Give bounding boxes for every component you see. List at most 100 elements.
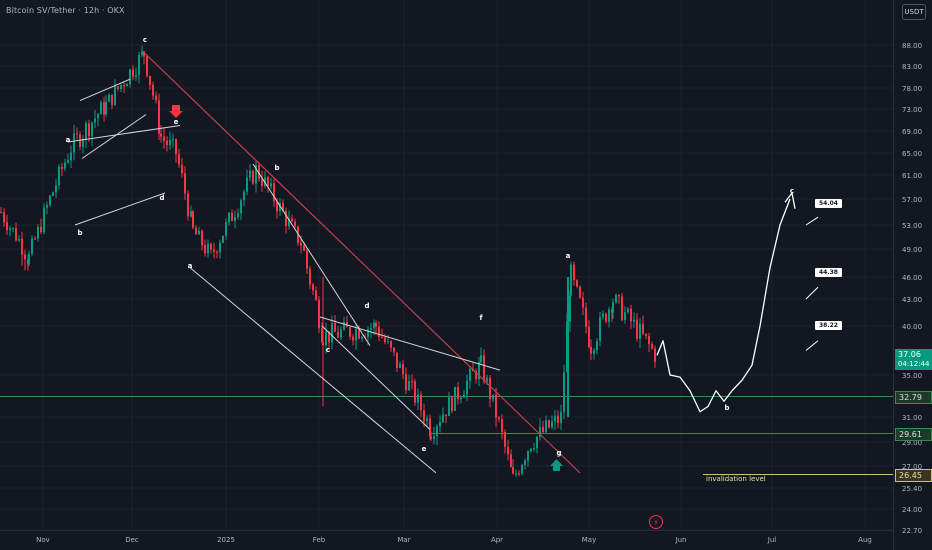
candle [49,194,51,208]
channel-upper-line[interactable] [252,163,371,346]
candle [9,225,11,237]
candle [370,323,372,339]
candle [436,423,438,446]
candle [52,191,54,197]
x-tick-label: Mar [397,536,410,544]
candle [158,93,160,141]
candle [70,145,72,168]
projection-pointer [805,216,819,226]
candle [225,218,227,241]
candle [480,347,482,365]
candle [21,231,23,266]
candle [306,248,308,274]
candle [557,410,559,429]
candle [381,328,383,339]
candle [61,162,63,177]
candle [417,388,419,410]
candle [429,414,431,441]
candle [420,391,422,417]
wave-label: b [274,164,279,172]
candle [129,68,131,88]
triangle-lower-line[interactable] [321,325,431,430]
candle [331,315,333,350]
y-tick-label: 40.00 [902,323,922,331]
candle [222,235,224,244]
candle [267,176,269,193]
wave-label: f [479,314,483,322]
candle [270,178,272,190]
candle [228,211,230,226]
currency-button[interactable]: USDT [902,4,926,20]
candle [396,352,398,373]
candle [533,442,535,452]
countdown-tag: 04:12:44 [895,359,932,370]
candle [325,322,327,354]
descending-trendline[interactable] [144,52,581,474]
lightning-icon[interactable]: ⚡︎ [649,515,663,529]
wave-label: c [790,187,794,195]
candle [204,239,206,257]
candle [0,206,2,214]
candle [539,418,541,441]
candle [573,261,575,286]
projection-path[interactable] [656,198,791,413]
y-tick-label: 49.00 [902,246,922,254]
candle [82,135,84,154]
candle [402,360,404,380]
wave-labels: c a b e d a b d c e f a g b c [66,36,794,457]
flag-lower[interactable] [81,114,147,159]
candle [216,249,218,259]
candle [430,431,432,441]
candle [451,395,453,414]
flag-upper[interactable] [79,78,131,102]
candle [219,239,221,259]
projection-label-1: 54.04 [814,198,843,209]
invalidation-label: invalidation level [706,475,766,483]
candle [548,419,550,429]
candle [337,326,339,339]
candle [536,436,538,454]
candle [73,124,75,161]
candle [612,298,614,319]
candle [138,51,140,84]
candle [460,395,462,404]
candle [318,295,320,333]
candle [76,127,78,140]
projection-label-3: 38.22 [814,320,843,331]
channel-lower-line[interactable] [189,267,437,474]
candle [291,214,293,223]
y-axis[interactable]: 88.00 83.00 78.00 73.00 69.00 65.00 61.00 57.00… [893,0,923,550]
candle [393,347,395,357]
candle [114,79,116,107]
early-upper-line[interactable] [67,125,181,143]
x-axis[interactable]: Nov Dec 2025 Feb Mar Apr May Jun Jul Aug [0,530,893,545]
candle [315,286,317,301]
candle [141,45,143,58]
early-lower-line[interactable] [74,192,166,226]
candle [627,307,629,315]
candle [187,190,189,221]
candle [618,294,620,304]
candle [31,235,33,257]
y-tick-label: 31.00 [902,414,922,422]
candle [15,222,17,242]
candle [469,366,471,389]
candle [639,318,641,349]
candle [28,250,30,267]
candle [195,225,197,235]
candle [654,345,656,368]
wave-label: a [66,136,71,144]
candle [273,178,275,207]
candle [123,82,125,93]
candle [12,227,14,233]
candle [108,93,110,103]
y-tick-label: 83.00 [902,63,922,71]
candle [100,100,102,115]
candle [279,198,281,216]
triangle-upper-line[interactable] [319,316,501,371]
candle [478,357,480,387]
candle [645,333,647,340]
candle [504,429,506,454]
candle [560,404,562,430]
